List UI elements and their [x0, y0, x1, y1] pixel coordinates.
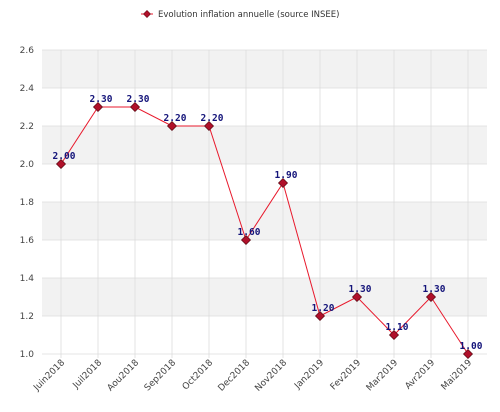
data-point	[425, 291, 437, 303]
data-point	[351, 291, 363, 303]
data-point	[203, 120, 215, 132]
background-band	[42, 202, 487, 240]
x-axis-tick-labels: Juin2018 Juil2018 Aou2018 Sep2018 Oct2018 Dec…	[31, 358, 474, 394]
data-label: 2.20	[164, 113, 187, 124]
legend[interactable]: Evolution inflation annuelle (source INS…	[141, 10, 339, 20]
data-label: 2.30	[90, 94, 113, 105]
data-label: 2.00	[53, 151, 76, 162]
y-axis-tick-labels: 1.0 1.2 1.4 1.6 1.8 2.0 2.2 2.4 2.6	[20, 46, 35, 360]
y-tick-label: 1.6	[20, 236, 35, 246]
data-point	[92, 101, 104, 113]
y-tick-label: 2.2	[20, 122, 34, 132]
data-point	[462, 348, 474, 360]
background-band	[42, 126, 487, 164]
series-markers	[55, 101, 474, 360]
data-label: 1.30	[349, 284, 372, 295]
data-label: 1.60	[238, 227, 261, 238]
y-tick-label: 1.2	[20, 312, 34, 322]
data-label: 1.20	[312, 303, 335, 314]
series-line	[60, 106, 469, 355]
x-tick-label: Juil2018	[71, 358, 105, 392]
background-band	[42, 50, 487, 88]
data-label: 2.30	[127, 94, 150, 105]
x-tick-label: Jan2019	[292, 358, 326, 392]
y-tick-label: 1.8	[20, 198, 35, 208]
data-label: 2.20	[201, 113, 224, 124]
data-point	[166, 120, 178, 132]
data-point	[55, 158, 67, 170]
data-label: 1.90	[275, 170, 298, 181]
legend-label: Evolution inflation annuelle (source INS…	[158, 10, 339, 20]
x-tick-label: Avr2019	[403, 358, 437, 392]
data-point	[277, 177, 289, 189]
data-label: 1.30	[423, 284, 446, 295]
x-tick-label: Dec2018	[217, 358, 253, 394]
x-tick-label: Oct2018	[181, 358, 215, 392]
y-tick-label: 2.6	[20, 46, 35, 56]
x-tick-label: Aou2018	[106, 358, 142, 394]
data-point	[240, 234, 252, 246]
series-line-group	[60, 106, 469, 355]
x-tick-label: Juin2018	[31, 358, 67, 394]
x-tick-label: Nov2018	[253, 358, 289, 394]
y-tick-label: 2.4	[20, 84, 35, 94]
x-tick-label: Mai2019	[440, 358, 475, 393]
x-tick-label: Fev2019	[329, 358, 363, 392]
y-tick-label: 2.0	[20, 160, 35, 170]
y-tick-label: 1.0	[20, 350, 35, 360]
x-tick-label: Sep2018	[143, 358, 178, 393]
x-tick-label: Mar2019	[365, 358, 400, 393]
data-point	[314, 310, 326, 322]
data-label: 1.00	[460, 341, 483, 352]
background-band	[42, 278, 487, 316]
data-point	[129, 101, 141, 113]
data-labels: 2.00 2.30 2.30 2.20 2.20 1.60 1.90 1.20 1.30 1.10…	[53, 94, 483, 352]
legend-marker-swatch	[143, 10, 151, 18]
grid-lines	[42, 49, 487, 358]
data-label: 1.10	[386, 322, 409, 333]
y-tick-label: 1.4	[20, 274, 35, 284]
data-point	[388, 329, 400, 341]
background-bands	[42, 50, 487, 316]
